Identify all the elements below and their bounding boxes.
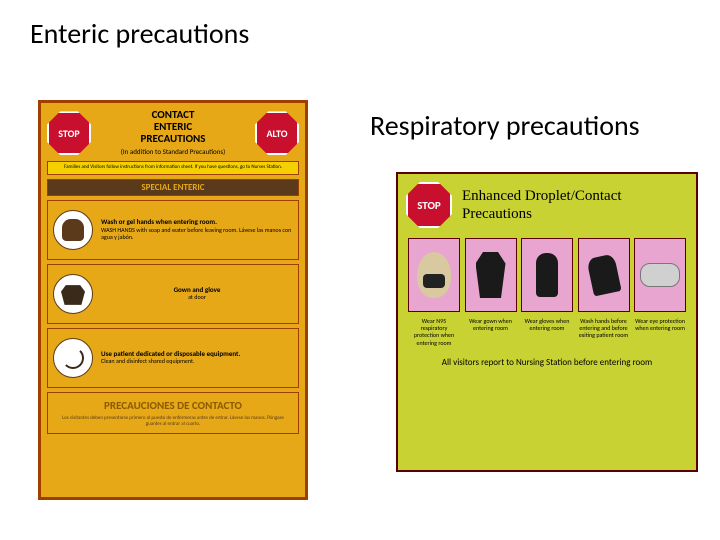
instruction-equipment-body: Clean and disinfect shared equipment. (101, 357, 195, 365)
enteric-title-sub: (In addition to Standard Precautions) (121, 147, 226, 156)
respiratory-sign: STOP Enhanced Droplet/Contact Precaution… (396, 172, 698, 472)
respiratory-icons-row (408, 238, 686, 312)
wash-hands-icon (578, 238, 630, 312)
instruction-gown: Gown and glove at door (47, 264, 299, 324)
instruction-hands: Wash or gel hands when entering room. WA… (47, 200, 299, 260)
stop-sign-icon: STOP (406, 182, 452, 228)
gown-icon (53, 274, 93, 314)
respiratory-footer: All visitors report to Nursing Station b… (406, 357, 688, 368)
enteric-header: STOP CONTACT ENTERIC PRECAUTIONS (In add… (47, 109, 299, 157)
hands-icon (53, 210, 93, 250)
enteric-title-line2: ENTERIC (154, 120, 192, 133)
enteric-title: CONTACT ENTERIC PRECAUTIONS (In addition… (91, 109, 255, 157)
instruction-hands-text: Wash or gel hands when entering room. WA… (101, 218, 293, 241)
enteric-title-line3: PRECAUTIONS (141, 132, 206, 145)
stop-sign-icon-inner: STOP (406, 182, 452, 228)
caption-gown: Wear gown when entering room (465, 318, 517, 347)
instruction-equipment: Use patient dedicated or disposable equi… (47, 328, 299, 388)
stop-sign-icon: STOP (47, 111, 91, 155)
enteric-title-line1: CONTACT (152, 108, 195, 121)
caption-wash: Wash hands before entering and before ex… (578, 318, 630, 347)
spanish-footer: PRECAUCIONES DE CONTACTO Los visitantes … (47, 392, 299, 434)
instruction-gown-text: Gown and glove at door (101, 286, 293, 302)
spanish-footer-body: Los visitantes deben presentarse primero… (54, 415, 292, 427)
caption-gloves: Wear gloves when entering room (521, 318, 573, 347)
special-enteric-bar: SPECIAL ENTERIC (47, 179, 299, 196)
n95-mask-icon (408, 238, 460, 312)
enteric-sign: STOP CONTACT ENTERIC PRECAUTIONS (In add… (38, 100, 308, 500)
heading-enteric: Enteric precautions (30, 16, 249, 51)
alto-sign-icon: ALTO (255, 111, 299, 155)
caption-n95: Wear N95 respiratory protection when ent… (408, 318, 460, 347)
respiratory-title: Enhanced Droplet/Contact Precautions (462, 187, 688, 223)
spanish-footer-title: PRECAUCIONES DE CONTACTO (54, 399, 292, 412)
stethoscope-icon (53, 338, 93, 378)
heading-respiratory: Respiratory precautions (370, 108, 640, 143)
eye-protection-icon (634, 238, 686, 312)
enteric-yellow-band: Families and Visitors follow instruction… (47, 161, 299, 175)
instruction-gown-body: at door (188, 293, 206, 301)
gown-icon (465, 238, 517, 312)
respiratory-header: STOP Enhanced Droplet/Contact Precaution… (406, 182, 688, 228)
gloves-icon (521, 238, 573, 312)
respiratory-captions-row: Wear N95 respiratory protection when ent… (408, 318, 686, 347)
caption-eye: Wear eye protection when entering room (634, 318, 686, 347)
instruction-hands-body: WASH HANDS with soap and water before le… (101, 226, 291, 241)
instruction-equipment-text: Use patient dedicated or disposable equi… (101, 350, 293, 366)
